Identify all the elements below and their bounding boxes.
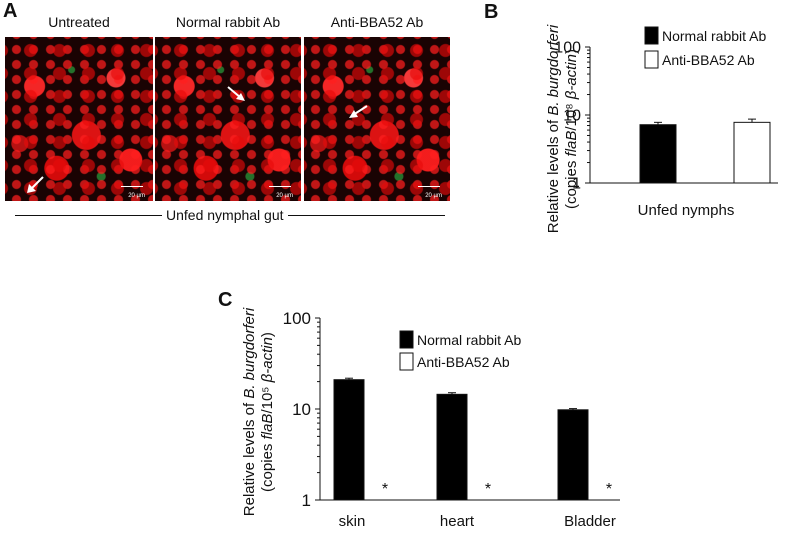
scale-bar-label: 20 µm <box>425 193 442 199</box>
panel-c-category-label: skin <box>339 513 366 530</box>
panel-c-letter: C <box>218 289 232 311</box>
panel-b-legend-swatch <box>644 26 659 45</box>
panel-c-legend-label: Normal rabbit Ab <box>417 332 521 348</box>
panel-c-bar <box>333 379 365 501</box>
panel-b-ylabel: Relative levels of B. burgdorferi(copies… <box>545 24 580 233</box>
scale-bar <box>269 186 291 187</box>
scale-bar <box>418 186 440 187</box>
panel-c-significance-mark: * <box>382 481 388 498</box>
panel-b-legend-label: Normal rabbit Ab <box>662 28 766 44</box>
micrograph-normal-rabbit: 20 µm <box>155 37 301 201</box>
image-title-normal-rabbit: Normal rabbit Ab <box>175 14 281 30</box>
panel-b-y-tick-label: 10 <box>563 108 581 125</box>
panel-b-letter: B <box>484 1 498 23</box>
panel-c-y-tick-label: 1 <box>302 491 311 510</box>
panel-c-y-tick-label: 100 <box>283 309 311 328</box>
panel-b-y-tick-label: 1 <box>572 176 581 193</box>
micrograph-untreated: 20 µm <box>5 37 153 201</box>
scale-bar-label: 20 µm <box>128 193 145 199</box>
panel-c-significance-mark: * <box>485 481 491 498</box>
arrow-icon <box>27 176 44 193</box>
panel-c-legend-label: Anti-BBA52 Ab <box>417 354 510 370</box>
panel-b-ylabel-line1: Relative levels of B. burgdorferi <box>545 24 562 233</box>
panel-c-significance-mark: * <box>606 481 612 498</box>
panel-c-y-tick-label: 10 <box>292 400 311 419</box>
image-title-anti-bba52: Anti-BBA52 Ab <box>330 14 424 30</box>
panel-b-bar <box>639 124 677 184</box>
panel-c-legend-swatch <box>399 352 414 371</box>
panel-c-category-label: heart <box>440 513 475 530</box>
image-title-untreated: Untreated <box>48 14 110 30</box>
panel-b-y-tick-label: 100 <box>554 40 581 57</box>
panel-b-legend-swatch <box>644 50 659 69</box>
arrow-icon <box>227 86 245 101</box>
scale-bar <box>121 186 143 187</box>
panel-b-legend-label: Anti-BBA52 Ab <box>662 52 755 68</box>
panel-c-ylabel: Relative levels of B. burgdorferi(copies… <box>241 307 276 516</box>
panel-b-category-label: Unfed nymphs <box>638 202 735 219</box>
panel-b-bar <box>733 121 771 184</box>
arrow-icon <box>349 105 368 118</box>
panel-c-bar <box>436 393 468 501</box>
panel-a-caption: Unfed nymphal gut <box>162 207 288 223</box>
panel-c-legend-swatch <box>399 330 414 349</box>
scale-bar-label: 20 µm <box>276 193 293 199</box>
panel-c-bar <box>557 409 589 501</box>
panel-b-ylabel-line2: (copies flaB/10⁸ β-actin) <box>563 49 580 209</box>
panel-c-category-label: Bladder <box>564 513 616 530</box>
panel-c-ylabel-line2: (copies flaB/10⁵ β-actin) <box>259 332 276 492</box>
panel-c-ylabel-line1: Relative levels of B. burgdorferi <box>241 307 258 516</box>
micrograph-anti-bba52: 20 µm <box>304 37 450 201</box>
panel-a-letter: A <box>3 0 18 22</box>
